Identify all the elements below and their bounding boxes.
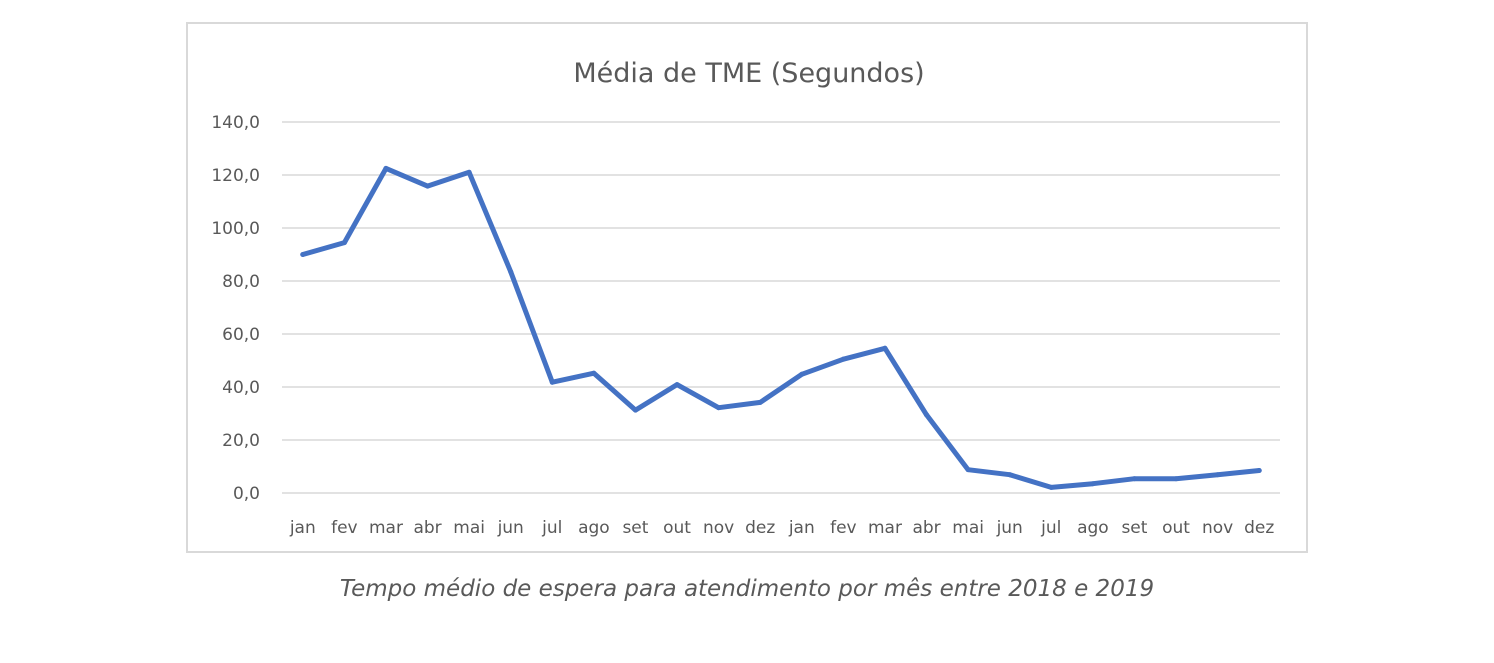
series-line	[300, 165, 1262, 490]
data-point	[1215, 472, 1221, 478]
data-point	[716, 405, 722, 411]
x-tick-label: mar	[868, 518, 902, 538]
x-tick-label: mai	[453, 518, 485, 538]
x-tick-label: mar	[369, 518, 403, 538]
x-tick-label: jun	[996, 518, 1023, 538]
y-tick-label: 20,0	[222, 431, 260, 451]
data-point	[882, 345, 888, 351]
data-point	[632, 407, 638, 413]
data-point	[965, 467, 971, 473]
x-tick-label: jan	[788, 518, 815, 538]
data-point	[924, 412, 930, 418]
y-axis-tick-labels: 0,0 20,0 40,0 60,0 80,0 100,0 120,0 140,0	[211, 113, 260, 504]
x-tick-label: mai	[952, 518, 984, 538]
x-tick-label: dez	[1244, 518, 1274, 538]
data-point	[1256, 467, 1262, 473]
x-tick-label: ago	[578, 518, 610, 538]
x-tick-label: jul	[1040, 518, 1061, 538]
x-tick-label: set	[1121, 518, 1147, 538]
x-tick-label: fev	[331, 518, 358, 538]
x-tick-label: nov	[1202, 518, 1233, 538]
x-tick-label: abr	[413, 518, 441, 538]
chart-title: Média de TME (Segundos)	[573, 58, 924, 89]
y-tick-label: 60,0	[222, 325, 260, 345]
series-layer	[300, 165, 1262, 490]
y-tick-label: 80,0	[222, 272, 260, 292]
x-tick-label: jan	[289, 518, 316, 538]
y-tick-label: 120,0	[211, 166, 260, 186]
y-tick-label: 100,0	[211, 219, 260, 239]
data-point	[757, 399, 763, 405]
y-tick-label: 40,0	[222, 378, 260, 398]
chart-area: Média de TME (Segundos) 0,0 20,0 40,0 60,0 8…	[186, 22, 1308, 553]
x-tick-label: jul	[541, 518, 562, 538]
data-point	[1173, 476, 1179, 482]
x-axis-tick-labels: jan fev mar abr mai jun jul ago set out nov dez jan f…	[289, 518, 1275, 538]
x-tick-label: abr	[912, 518, 940, 538]
gridlines	[282, 121, 1280, 494]
data-point	[1090, 481, 1096, 487]
data-point	[549, 379, 555, 385]
x-tick-label: ago	[1077, 518, 1109, 538]
x-tick-label: out	[663, 518, 691, 538]
data-point	[383, 165, 389, 171]
data-point	[799, 371, 805, 377]
data-point	[341, 240, 347, 246]
x-tick-label: jun	[497, 518, 524, 538]
x-tick-label: out	[1162, 518, 1190, 538]
x-tick-label: set	[622, 518, 648, 538]
data-point	[300, 252, 306, 257]
data-point	[508, 269, 514, 275]
x-tick-label: fev	[830, 518, 857, 538]
data-point	[466, 169, 472, 175]
data-point	[1007, 472, 1013, 478]
figure-caption: Tempo médio de espera para atendimento p…	[339, 576, 1155, 602]
data-point	[674, 382, 680, 388]
y-tick-label: 140,0	[211, 113, 260, 133]
line-chart: Média de TME (Segundos) 0,0 20,0 40,0 60,0 8…	[211, 58, 1280, 538]
x-tick-label: dez	[745, 518, 775, 538]
data-point	[840, 356, 846, 362]
data-point	[591, 370, 597, 376]
data-point	[425, 183, 431, 189]
y-tick-label: 0,0	[233, 484, 260, 504]
x-tick-label: nov	[703, 518, 734, 538]
data-point	[1048, 484, 1054, 490]
data-point	[1131, 476, 1137, 482]
